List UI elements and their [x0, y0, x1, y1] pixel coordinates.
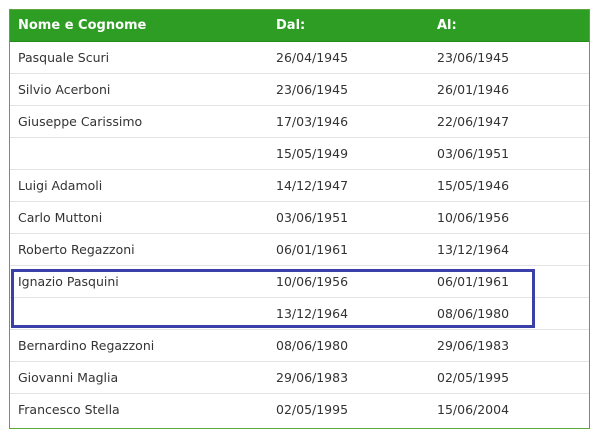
- cell-name: Silvio Acerboni: [10, 73, 268, 106]
- cell-from: 02/05/1995: [276, 402, 349, 417]
- cell-name: [10, 137, 268, 170]
- table-row: Francesco Stella 02/05/1995 15/06/2004: [10, 394, 589, 426]
- table-body: Pasquale Scuri 26/04/1945 23/06/1945 Silvio…: [10, 41, 589, 426]
- cell-to: 15/05/1946: [429, 169, 589, 202]
- cell-from: 06/01/1961: [268, 233, 429, 266]
- cell-to: 29/06/1983: [429, 329, 589, 362]
- table-row: Silvio Acerboni 23/06/1945 26/01/1946: [10, 73, 589, 106]
- table-row: Pasquale Scuri 26/04/1945 23/06/1945: [10, 41, 589, 74]
- cell-name: Francesco Stella: [18, 402, 120, 417]
- cell-to: 15/06/2004: [437, 402, 510, 417]
- cell-from: 23/06/1945: [268, 73, 429, 106]
- cell-name: Luigi Adamoli: [10, 169, 268, 202]
- cell-from: 17/03/1946: [268, 105, 429, 138]
- cell-from: 08/06/1980: [268, 329, 429, 362]
- cell-to: 10/06/1956: [429, 201, 589, 234]
- cell-from: 14/12/1947: [268, 169, 429, 202]
- table-row: Giuseppe Carissimo 17/03/1946 22/06/1947: [10, 105, 589, 138]
- cell-name: Pasquale Scuri: [10, 41, 268, 74]
- cell-to: 26/01/1946: [429, 73, 589, 106]
- cell-from: 29/06/1983: [268, 361, 429, 394]
- cell-to: 06/01/1961: [429, 265, 589, 298]
- table-row: Giovanni Maglia 29/06/1983 02/05/1995: [10, 361, 589, 394]
- table-row: Roberto Regazzoni 06/01/1961 13/12/1964: [10, 233, 589, 266]
- cell-from: 26/04/1945: [268, 41, 429, 74]
- table-row: Carlo Muttoni 03/06/1951 10/06/1956: [10, 201, 589, 234]
- cell-to: 23/06/1945: [429, 41, 589, 74]
- table-header: Nome e Cognome Dal: Al:: [10, 10, 589, 42]
- header-to: Al:: [429, 10, 589, 42]
- cell-from: 15/05/1949: [268, 137, 429, 170]
- header-name: Nome e Cognome: [10, 10, 268, 42]
- cell-to: 08/06/1980: [429, 297, 589, 330]
- header-from: Dal:: [268, 10, 429, 42]
- table-row: Luigi Adamoli 14/12/1947 15/05/1946: [10, 169, 589, 202]
- cell-name: Bernardino Regazzoni: [10, 329, 268, 362]
- tenure-table-frame: Nome e Cognome Dal: Al: Pasquale Scuri 26…: [9, 9, 590, 429]
- cell-from: 10/06/1956: [268, 265, 429, 298]
- cell-name: Carlo Muttoni: [10, 201, 268, 234]
- tenure-table: Nome e Cognome Dal: Al: Pasquale Scuri 26…: [10, 10, 589, 425]
- table-row: 15/05/1949 03/06/1951: [10, 137, 589, 170]
- cell-name: [10, 297, 268, 330]
- cell-from: 13/12/1964: [268, 297, 429, 330]
- cell-name: Roberto Regazzoni: [10, 233, 268, 266]
- cell-from: 03/06/1951: [268, 201, 429, 234]
- cell-name: Giuseppe Carissimo: [10, 105, 268, 138]
- table-row: Ignazio Pasquini 10/06/1956 06/01/1961: [10, 265, 589, 298]
- table-row: 13/12/1964 08/06/1980: [10, 297, 589, 330]
- cell-to: 03/06/1951: [429, 137, 589, 170]
- cell-to: 22/06/1947: [429, 105, 589, 138]
- cell-name: Ignazio Pasquini: [10, 265, 268, 298]
- cell-name: Giovanni Maglia: [10, 361, 268, 394]
- table-row: Bernardino Regazzoni 08/06/1980 29/06/1983: [10, 329, 589, 362]
- cell-to: 02/05/1995: [429, 361, 589, 394]
- cell-to: 13/12/1964: [429, 233, 589, 266]
- header-row: Nome e Cognome Dal: Al:: [10, 10, 589, 42]
